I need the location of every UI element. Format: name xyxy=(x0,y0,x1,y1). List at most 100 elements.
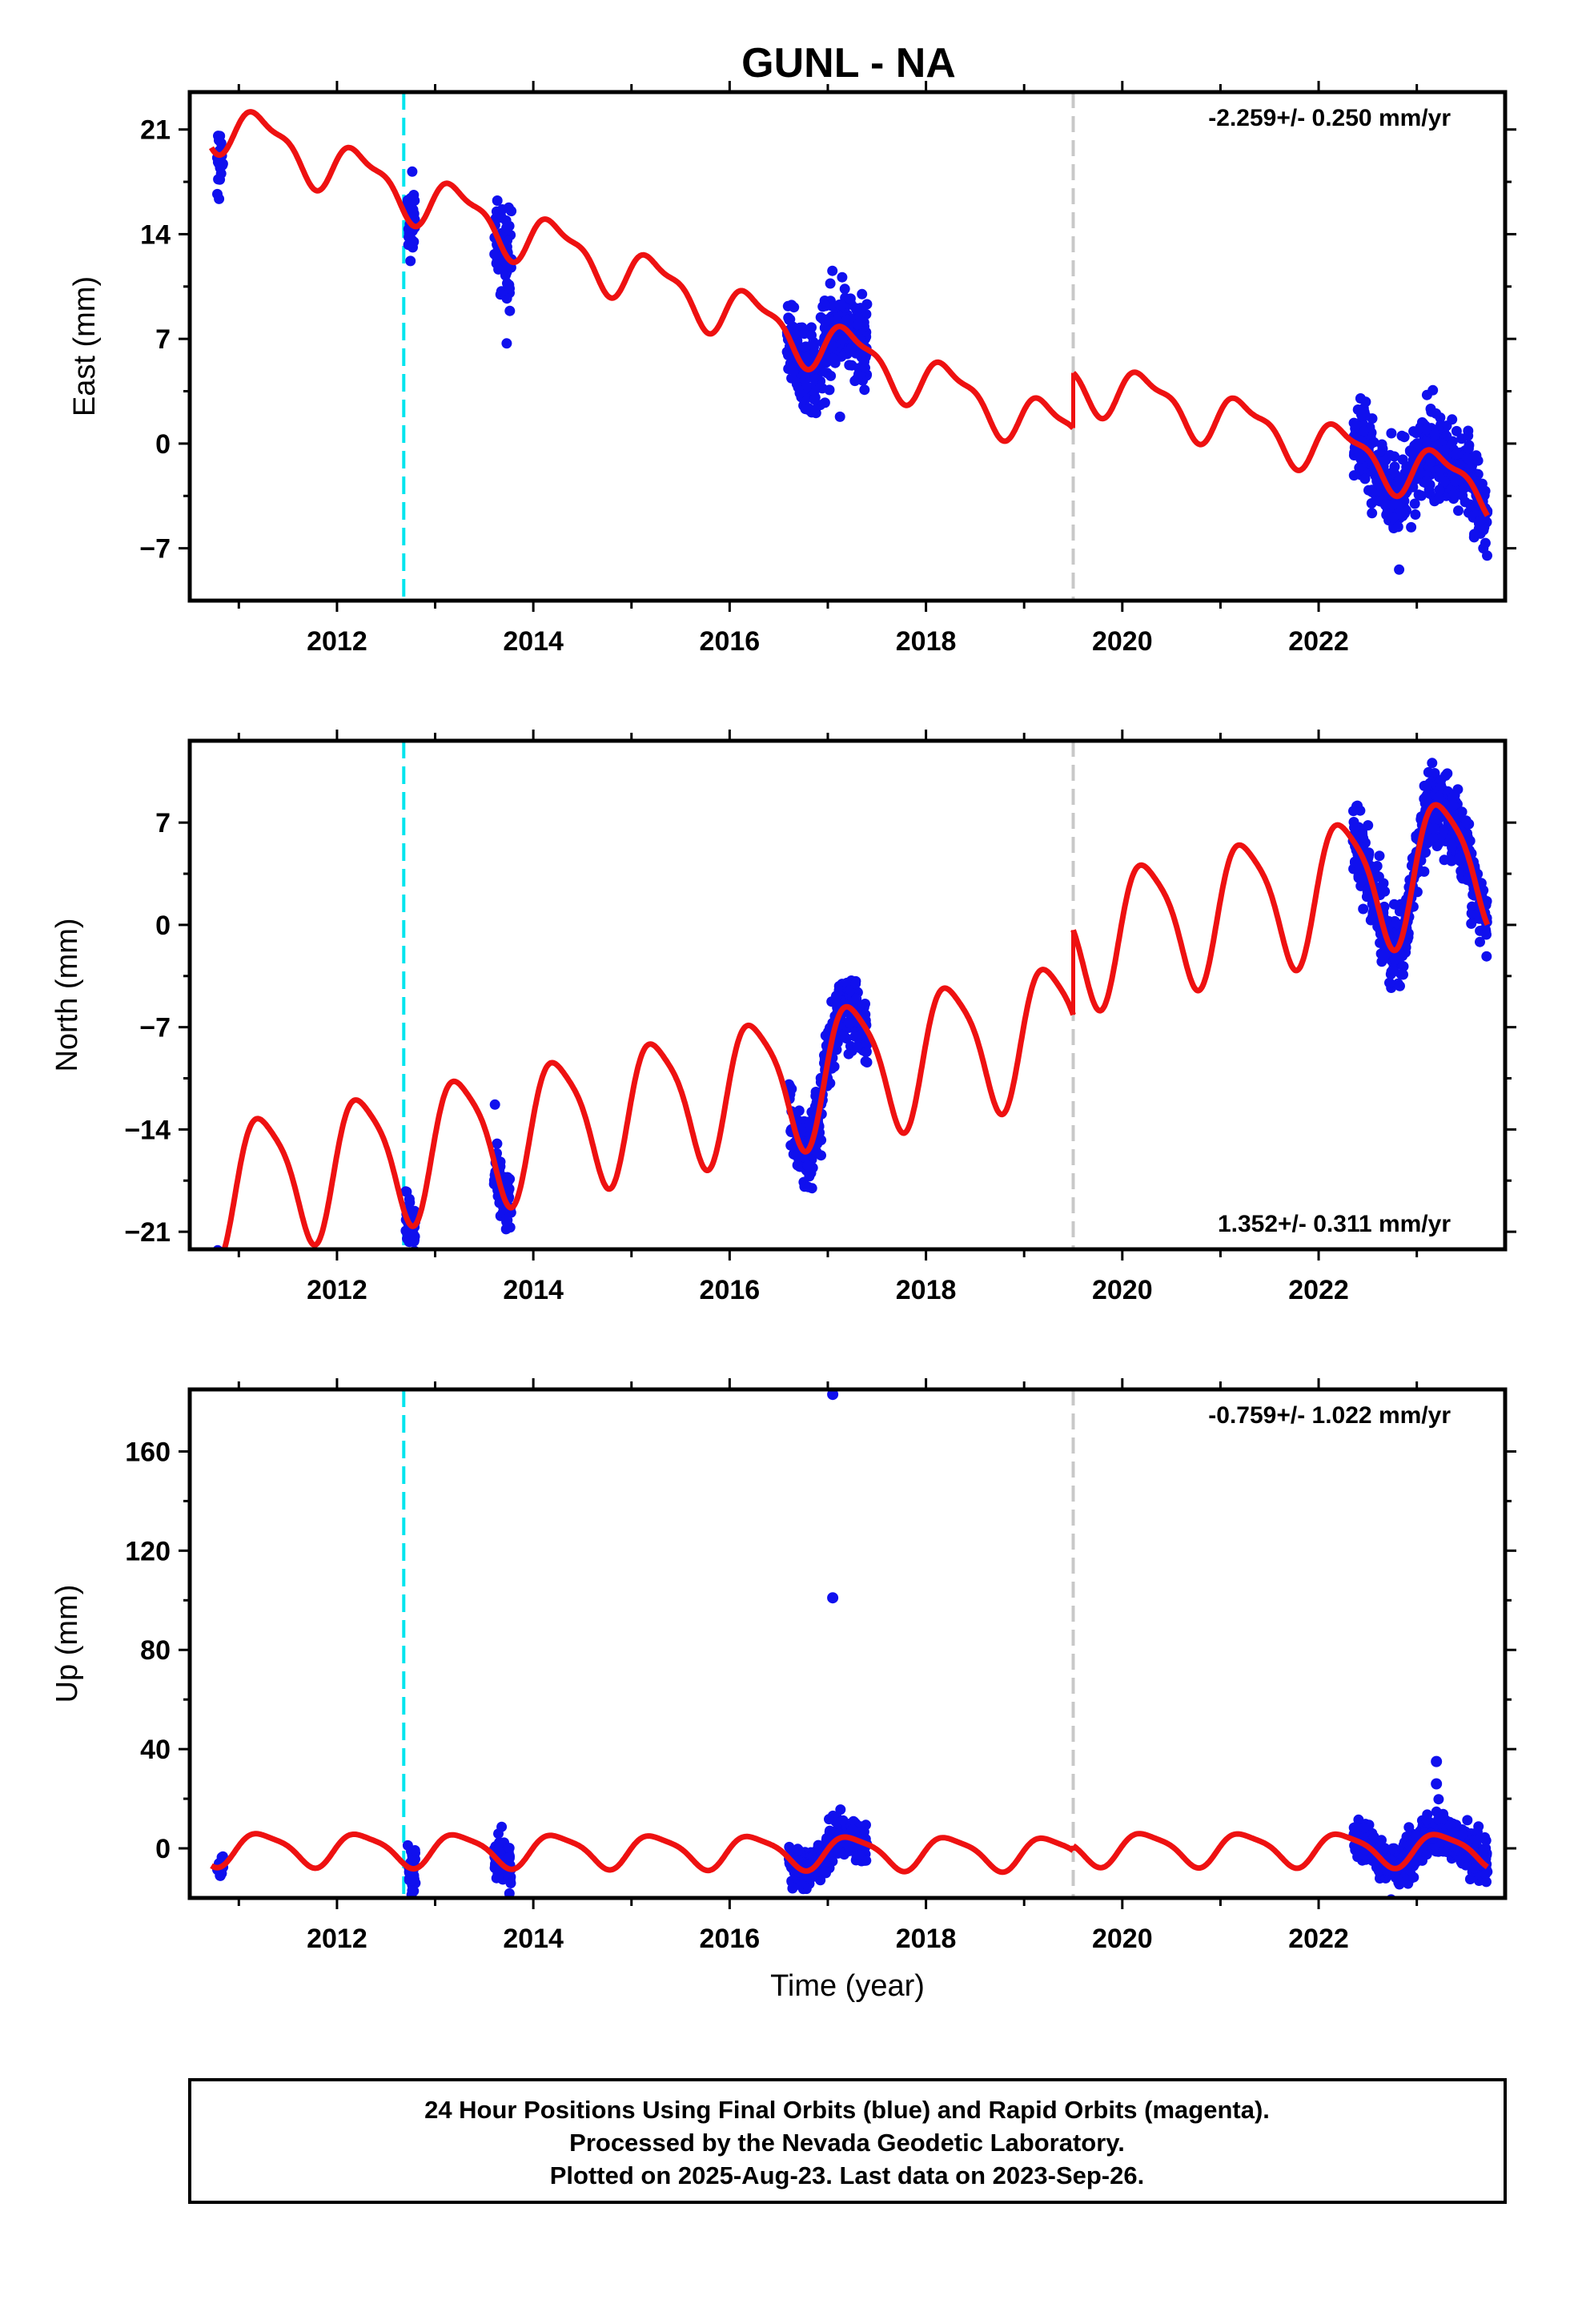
east-data-point xyxy=(800,404,811,415)
up-ytick-label: 120 xyxy=(125,1536,171,1566)
east-data-point xyxy=(824,384,835,396)
north-xtick-label: 2014 xyxy=(503,1275,564,1305)
east-data-point xyxy=(1415,490,1427,501)
east-data-point xyxy=(1367,508,1378,519)
north-ytick-label: −7 xyxy=(139,1013,171,1043)
up-outlier-point xyxy=(827,1592,839,1604)
north-data-point xyxy=(797,1124,809,1135)
east-data-point xyxy=(1424,489,1435,499)
north-data-point xyxy=(404,1197,416,1208)
up-xtick-label: 2014 xyxy=(503,1924,564,1954)
east-data-point xyxy=(808,341,818,352)
north-xtick-label: 2022 xyxy=(1288,1275,1349,1305)
east-data-point xyxy=(837,271,848,283)
east-data-point xyxy=(1360,396,1371,408)
east-data-point xyxy=(496,204,508,215)
east-data-point xyxy=(810,404,821,415)
north-data-point xyxy=(1464,835,1476,846)
east-data-point xyxy=(859,384,870,396)
east-data-point xyxy=(839,283,850,295)
east-data-point xyxy=(845,343,857,354)
north-data-point xyxy=(1358,903,1369,915)
east-data-point xyxy=(1462,452,1473,464)
east-data-point xyxy=(1425,456,1436,468)
figure-title: GUNL - NA xyxy=(741,40,956,86)
north-data-points xyxy=(212,758,1492,1275)
east-data-point xyxy=(407,166,418,177)
up-data-point xyxy=(1433,1814,1444,1825)
up-data-point xyxy=(1373,1865,1384,1876)
east-data-point xyxy=(405,255,416,267)
east-data-point xyxy=(819,316,830,327)
up-outlier-point xyxy=(827,1389,839,1401)
east-data-point xyxy=(1439,444,1451,456)
east-ytick-label: 0 xyxy=(155,429,171,460)
north-frame xyxy=(187,738,1508,1252)
east-data-point xyxy=(1453,505,1464,517)
north-data-point xyxy=(213,1255,223,1265)
north-model-curve-1 xyxy=(1070,802,1491,1014)
east-data-point xyxy=(1441,431,1452,441)
north-xtick-label: 2020 xyxy=(1092,1275,1153,1305)
up-data-point xyxy=(1472,1834,1483,1845)
up-data-point xyxy=(1477,1845,1488,1856)
east-data-point xyxy=(853,319,864,330)
east-data-point xyxy=(837,300,848,311)
up-data-point xyxy=(1376,1835,1387,1846)
north-data-point xyxy=(832,998,843,1009)
north-data-point xyxy=(843,1048,854,1059)
east-data-point xyxy=(785,314,796,325)
up-data-point xyxy=(796,1879,807,1889)
up-data-point xyxy=(1359,1822,1370,1833)
east-data-point xyxy=(1429,429,1440,440)
up-data-point xyxy=(1387,1843,1399,1854)
north-data-point xyxy=(1446,839,1457,850)
up-data-point xyxy=(846,1824,857,1835)
east-xtick-label: 2016 xyxy=(700,626,761,657)
up-frame xyxy=(187,1387,1508,1900)
east-data-point xyxy=(1421,424,1432,435)
north-data-point xyxy=(1427,758,1438,769)
east-data-point xyxy=(1387,512,1399,523)
north-data-point xyxy=(1452,784,1464,795)
up-data-point xyxy=(1379,1843,1391,1854)
north-data-point xyxy=(215,1265,226,1275)
up-xtick-label: 2022 xyxy=(1288,1924,1349,1954)
north-data-point xyxy=(1475,936,1485,947)
east-model-curve-1 xyxy=(1070,369,1490,517)
north-data-point xyxy=(802,1160,813,1171)
north-panel: 2012 2014 2016 2018 2020 2022 −21 −14 −7 0 7 North … xyxy=(50,730,1516,1305)
east-data-point xyxy=(1451,448,1461,460)
north-xtick-label: 2012 xyxy=(307,1275,367,1305)
east-data-point xyxy=(1475,515,1486,526)
east-data-point xyxy=(819,397,830,408)
east-data-point xyxy=(861,299,873,310)
up-xtick-label: 2016 xyxy=(700,1924,761,1954)
north-data-point xyxy=(845,1018,855,1029)
north-data-point xyxy=(215,1252,226,1263)
east-data-point xyxy=(1448,489,1460,500)
up-model-curve-1 xyxy=(1071,1831,1490,1872)
north-data-point xyxy=(1431,841,1443,851)
east-data-point xyxy=(1396,430,1407,441)
up-data-point xyxy=(504,1852,515,1863)
east-data-point xyxy=(825,370,837,381)
east-data-point xyxy=(1392,521,1403,533)
east-data-point xyxy=(1354,462,1365,473)
east-data-point xyxy=(820,300,831,312)
up-data-point xyxy=(843,1841,854,1852)
up-data-point xyxy=(1395,1877,1406,1888)
east-data-point xyxy=(1406,521,1417,533)
north-data-point xyxy=(1481,951,1492,962)
east-data-point xyxy=(860,362,870,373)
north-data-point xyxy=(805,1118,816,1129)
east-data-point xyxy=(806,322,817,333)
north-data-point xyxy=(825,1078,836,1089)
east-data-point xyxy=(794,388,805,399)
footer-line-1: 24 Hour Positions Using Final Orbits (bl… xyxy=(424,2096,1270,2124)
east-data-point xyxy=(214,193,225,204)
east-data-point xyxy=(1415,468,1426,479)
north-model-curve-0 xyxy=(221,967,1076,1249)
north-data-point xyxy=(216,1258,227,1269)
up-data-point xyxy=(1461,1852,1472,1863)
